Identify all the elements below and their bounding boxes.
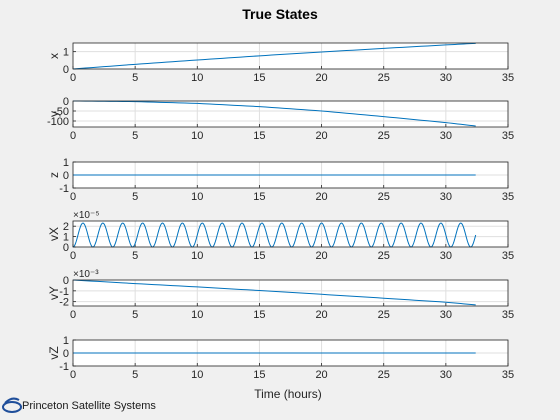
y-axis-label: vY bbox=[47, 286, 61, 300]
axes-box bbox=[72, 100, 509, 128]
y-tick-label: -2 bbox=[59, 297, 69, 309]
y-tick-label: 0 bbox=[63, 64, 69, 76]
series-line bbox=[72, 100, 476, 127]
x-tick-label: 30 bbox=[440, 369, 452, 381]
y-tick-label: -1 bbox=[59, 183, 69, 195]
y-tick-label: 1 bbox=[63, 335, 69, 347]
chart-title: True States bbox=[242, 6, 318, 22]
x-tick-label: 0 bbox=[70, 250, 76, 262]
axes-box bbox=[72, 42, 509, 70]
x-tick-label: 10 bbox=[191, 191, 203, 203]
y-tick-label: 1 bbox=[63, 157, 69, 169]
x-tick-label: 20 bbox=[315, 72, 327, 84]
y-tick-label: 0 bbox=[63, 348, 69, 360]
x-tick-label: 5 bbox=[132, 250, 138, 262]
y-axis-label: z bbox=[47, 172, 61, 178]
x-tick-label: 25 bbox=[378, 130, 390, 142]
axes-box bbox=[72, 279, 509, 307]
x-tick-label: 5 bbox=[132, 72, 138, 84]
x-tick-label: 10 bbox=[191, 309, 203, 321]
x-tick-label: 20 bbox=[315, 191, 327, 203]
x-tick-label: 20 bbox=[315, 369, 327, 381]
x-tick-label: 15 bbox=[253, 250, 265, 262]
plot-area bbox=[73, 101, 508, 127]
y-axis-label: vX bbox=[47, 227, 61, 241]
subplot-vY: 0 5 10 15 20 25 30 35 0-1-2vY ×10⁻³ bbox=[47, 269, 514, 321]
series-line bbox=[72, 222, 477, 248]
subplot-x: 0 5 10 15 20 25 30 35 0 1x bbox=[47, 42, 514, 84]
x-tick-label: 30 bbox=[440, 191, 452, 203]
axes-box bbox=[72, 339, 509, 367]
plot-area bbox=[73, 43, 508, 69]
x-tick-label: 10 bbox=[191, 72, 203, 84]
y-tick-label: 2 bbox=[63, 221, 69, 233]
y-axis-label: vZ bbox=[47, 346, 61, 359]
y-tick-label: 0 bbox=[63, 96, 69, 108]
x-tick-label: 0 bbox=[70, 309, 76, 321]
plot-area bbox=[73, 221, 508, 247]
series-line bbox=[72, 279, 476, 306]
x-tick-label: 25 bbox=[378, 309, 390, 321]
x-tick-label: 15 bbox=[253, 309, 265, 321]
x-tick-label: 10 bbox=[191, 130, 203, 142]
y-tick-label: 0 bbox=[63, 242, 69, 254]
y-axis-label: x bbox=[47, 53, 61, 59]
logo-icon bbox=[2, 397, 22, 413]
x-tick-label: 35 bbox=[502, 72, 514, 84]
x-tick-label: 35 bbox=[502, 309, 514, 321]
x-tick-label: 0 bbox=[70, 72, 76, 84]
company-name: Princeton Satellite Systems bbox=[22, 400, 156, 412]
x-tick-label: 0 bbox=[70, 130, 76, 142]
y-tick-label: -1 bbox=[59, 286, 69, 298]
x-tick-label: 0 bbox=[70, 369, 76, 381]
x-tick-label: 35 bbox=[502, 250, 514, 262]
x-tick-label: 5 bbox=[132, 309, 138, 321]
y-tick-label: -1 bbox=[59, 361, 69, 373]
y-tick-label: -100 bbox=[47, 116, 69, 128]
x-tick-label: 30 bbox=[440, 130, 452, 142]
x-tick-label: 25 bbox=[378, 250, 390, 262]
x-tick-label: 25 bbox=[378, 72, 390, 84]
x-tick-label: 30 bbox=[440, 309, 452, 321]
x-tick-label: 5 bbox=[132, 130, 138, 142]
x-tick-label: 15 bbox=[253, 130, 265, 142]
x-tick-label: 5 bbox=[132, 191, 138, 203]
axis-exponent: ×10⁻³ bbox=[73, 269, 99, 280]
y-tick-label: 1 bbox=[63, 232, 69, 244]
axis-exponent: ×10⁻⁵ bbox=[73, 210, 99, 221]
x-tick-label: 5 bbox=[132, 369, 138, 381]
x-tick-label: 10 bbox=[191, 369, 203, 381]
series-line bbox=[72, 42, 476, 70]
x-tick-label: 30 bbox=[440, 72, 452, 84]
x-tick-label: 35 bbox=[502, 369, 514, 381]
x-tick-label: 20 bbox=[315, 309, 327, 321]
x-tick-label: 35 bbox=[502, 130, 514, 142]
y-tick-label: 1 bbox=[63, 47, 69, 59]
x-tick-label: 25 bbox=[378, 191, 390, 203]
x-tick-label: 25 bbox=[378, 369, 390, 381]
y-axis-label: y bbox=[47, 111, 61, 117]
x-axis-label: Time (hours) bbox=[254, 387, 322, 401]
x-tick-label: 15 bbox=[253, 72, 265, 84]
y-tick-label: 0 bbox=[63, 170, 69, 182]
x-tick-label: 15 bbox=[253, 191, 265, 203]
x-tick-label: 35 bbox=[502, 191, 514, 203]
x-tick-label: 30 bbox=[440, 250, 452, 262]
x-tick-label: 10 bbox=[191, 250, 203, 262]
y-tick-label: 0 bbox=[63, 275, 69, 287]
y-tick-label: -50 bbox=[53, 106, 69, 118]
axes-box bbox=[72, 220, 509, 248]
x-tick-label: 20 bbox=[315, 130, 327, 142]
x-tick-label: 15 bbox=[253, 369, 265, 381]
axes-box bbox=[72, 161, 509, 189]
x-tick-label: 0 bbox=[70, 191, 76, 203]
x-tick-label: 20 bbox=[315, 250, 327, 262]
